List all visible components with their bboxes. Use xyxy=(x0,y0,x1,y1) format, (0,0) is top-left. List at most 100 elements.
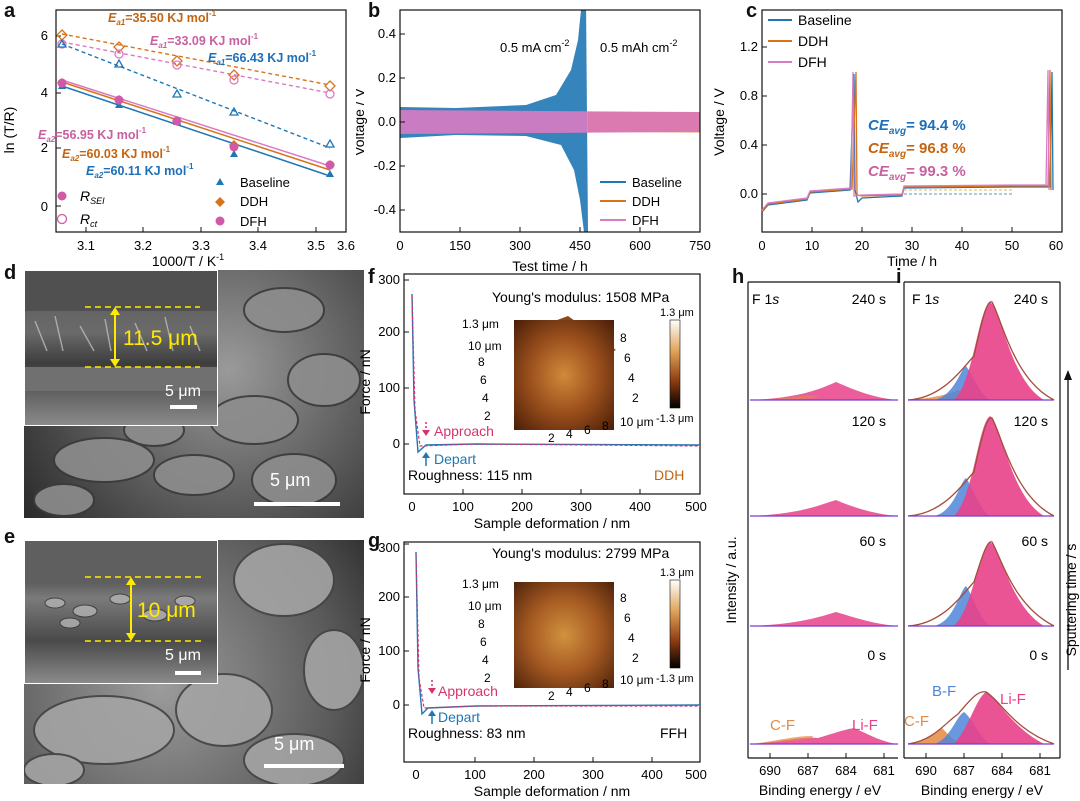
afm-tick: 2 xyxy=(484,671,491,685)
panel-i-xps-f1s: F 1s 240 s 120 s 60 s 0 s C-F B-F Li-F 6… xyxy=(903,281,1079,798)
time-label: 60 s xyxy=(1022,533,1048,549)
afm-tick: 8 xyxy=(602,419,609,433)
afm-tick: 6 xyxy=(624,351,631,365)
y-tick-label: 0.4 xyxy=(378,26,396,41)
afm-tick: 8 xyxy=(478,355,485,369)
x-axis-label: Binding energy / eV xyxy=(921,782,1044,798)
sample-label: FFH xyxy=(660,725,687,741)
afm-z-label: 1.3 μm xyxy=(462,317,499,331)
y-axis-label: Intensity / a.u. xyxy=(723,536,739,623)
afm-tick: 4 xyxy=(566,427,573,441)
y-tick-label: 2 xyxy=(41,140,48,155)
colorbar-min: -1.3 μm xyxy=(656,413,694,425)
x-axis-label: Time / h xyxy=(887,253,937,269)
sem-inset-dfh-crosssection: 10 μm 5 μm xyxy=(24,540,218,684)
afm-tick: 2 xyxy=(548,689,555,703)
sputtering-axis-label: Sputtering time / s xyxy=(1063,544,1079,657)
baseline-rct-fit xyxy=(61,43,331,149)
y-tick-label: 200 xyxy=(378,589,400,604)
y-tick-label: 0 xyxy=(393,697,400,712)
legend-rsei-marker xyxy=(57,191,67,201)
plot-frame xyxy=(403,541,701,763)
x-tick-label: 200 xyxy=(511,499,533,514)
x-tick-label: 750 xyxy=(689,238,711,253)
afm-tick: 2 xyxy=(484,409,491,423)
sample-label: DDH xyxy=(654,467,684,483)
approach-curve xyxy=(411,295,701,447)
inset-scale-bar-label: 5 μm xyxy=(165,383,201,400)
x-tick-label: 500 xyxy=(685,499,707,514)
afm-tick: 10 μm xyxy=(620,673,654,687)
y-tick-label: 100 xyxy=(378,380,400,395)
y-tick-label: 1.2 xyxy=(740,39,758,54)
ce-dfh: CEavg= 99.3 % xyxy=(868,163,966,183)
y-tick-label: 300 xyxy=(378,272,400,287)
legend-rct: Rct xyxy=(80,211,98,229)
ce-ddh: CEavg= 96.8 % xyxy=(868,140,966,160)
thickness-label: 11.5 μm xyxy=(123,327,198,350)
x-tick-label: 400 xyxy=(629,499,651,514)
y-tick-label: 100 xyxy=(378,643,400,658)
x-tick-label: 681 xyxy=(873,763,895,778)
time-label: 60 s xyxy=(860,533,886,549)
x-tick-label: 3.4 xyxy=(249,238,267,253)
legend-dfh: DFH xyxy=(632,213,659,228)
afm-tick: 4 xyxy=(628,631,635,645)
x-tick-label: 200 xyxy=(523,767,545,782)
depart-label: Depart xyxy=(438,709,480,725)
y-tick-label: 0.8 xyxy=(740,88,758,103)
depart-curve xyxy=(415,551,701,716)
approach-curve xyxy=(415,553,700,709)
x-tick-label: 300 xyxy=(582,767,604,782)
legend-ddh: DDH xyxy=(240,194,268,209)
x-axis-label: Binding energy / eV xyxy=(759,782,882,798)
baseline-sei-fit xyxy=(61,85,331,177)
afm-y-max-label: 10 μm xyxy=(468,599,502,613)
x-tick-label: 60 xyxy=(1049,238,1063,253)
colorbar-max: 1.3 μm xyxy=(660,307,694,319)
x-ticks xyxy=(85,227,317,232)
afm-tick: 4 xyxy=(628,371,635,385)
legend-baseline: Baseline xyxy=(798,12,852,28)
baseline-rct-markers xyxy=(56,38,336,148)
y-tick-label: 4 xyxy=(41,85,48,100)
y-tick-label: -0.4 xyxy=(374,202,396,217)
y-axis-label: Force / nN xyxy=(357,349,373,414)
x-tick-label: 3.5 xyxy=(307,238,325,253)
y-tick-label: 0 xyxy=(393,436,400,451)
ea2-ddh-annotation: Ea2=60.03 KJ mol-1 xyxy=(62,145,171,163)
panel-label-e: e xyxy=(4,526,16,548)
afm-tick: 2 xyxy=(632,391,639,405)
afm-tick: 4 xyxy=(482,391,489,405)
time-label: 0 s xyxy=(867,647,886,663)
afm-colorbar xyxy=(669,319,681,409)
y-tick-label: 200 xyxy=(378,324,400,339)
afm-tick: 8 xyxy=(620,591,627,605)
lif-peak-label: Li-F xyxy=(1000,691,1026,708)
sem-image-ddh-topview: 11.5 μm 5 μm 5 μm xyxy=(24,270,364,518)
afm-tick: 4 xyxy=(482,653,489,667)
legend-dfh: DFH xyxy=(798,54,827,70)
x-tick-label: 500 xyxy=(685,767,707,782)
afm-tick: 8 xyxy=(620,331,627,345)
afm-tick: 8 xyxy=(478,617,485,631)
x-tick-label: 300 xyxy=(509,238,531,253)
y-axis-label: Force / nN xyxy=(357,617,373,682)
dfh-sei-markers xyxy=(57,78,335,170)
ddh-rct-fit xyxy=(61,33,331,86)
x-tick-label: 3.1 xyxy=(77,238,95,253)
x-tick-label: 690 xyxy=(759,763,781,778)
roughness-label: Roughness: 83 nm xyxy=(408,725,526,741)
panel-label-d: d xyxy=(4,262,17,284)
sem-inset-ddh-crosssection: 11.5 μm 5 μm xyxy=(24,270,218,426)
afm-tick: 10 μm xyxy=(620,415,654,429)
x-tick-label: 400 xyxy=(641,767,663,782)
x-tick-label: 30 xyxy=(905,238,919,253)
ea2-baseline-annotation: Ea2=60.11 KJ mol-1 xyxy=(86,162,194,180)
legend-ddh: DDH xyxy=(798,33,828,49)
y-tick-label: 300 xyxy=(378,540,400,555)
ea2-dfh-annotation: Ea2=56.95 KJ mol-1 xyxy=(38,126,147,144)
legend-dfh-marker xyxy=(215,216,225,226)
x-tick-label: 300 xyxy=(570,499,592,514)
afm-tick: 4 xyxy=(566,685,573,699)
